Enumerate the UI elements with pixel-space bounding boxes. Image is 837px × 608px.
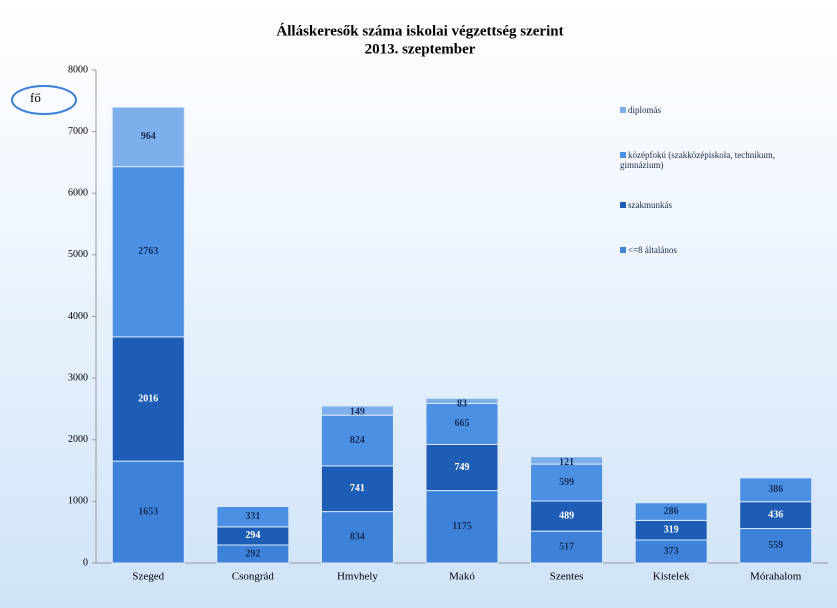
legend-label: középfokú (szakközépiskola, technikum, g… xyxy=(620,150,775,170)
y-tick-label: 8000 xyxy=(68,64,88,75)
y-tick-label: 7000 xyxy=(68,126,88,137)
bar-segment xyxy=(320,465,394,513)
y-axis-label: fő xyxy=(30,90,41,105)
legend-label: <=8 általános xyxy=(628,245,677,255)
data-label: 121 xyxy=(559,457,574,468)
data-label: 665 xyxy=(455,418,470,429)
y-label-ellipse xyxy=(11,85,77,115)
bar-segment xyxy=(111,166,185,338)
data-label: 2016 xyxy=(138,393,158,404)
data-label: 749 xyxy=(455,462,470,473)
chart-subtitle: 2013. szeptember xyxy=(365,41,476,57)
y-tick-label: 6000 xyxy=(68,188,88,199)
legend-entry: középfokú (szakközépiskola, technikum, g… xyxy=(620,150,820,170)
bar-segment xyxy=(320,414,394,467)
legend-entry: <=8 általános xyxy=(620,245,820,255)
data-label: 1175 xyxy=(452,521,471,532)
x-tick-label: Hmvhely xyxy=(337,571,378,583)
x-tick-label: Szeged xyxy=(132,571,164,583)
data-label: 373 xyxy=(664,546,679,557)
x-tick-label: Kistelek xyxy=(653,571,690,583)
bar-segment xyxy=(739,477,813,503)
legend-entry: szakmunkás xyxy=(620,200,820,210)
bar-segment xyxy=(425,490,499,564)
data-label: 294 xyxy=(245,530,260,541)
bar-segment xyxy=(111,106,185,168)
data-label: 964 xyxy=(141,131,156,142)
data-label: 1653 xyxy=(138,506,158,517)
bar-segment xyxy=(530,500,604,532)
data-label: 517 xyxy=(559,541,574,552)
data-label: 741 xyxy=(350,483,365,494)
bar-segment xyxy=(739,528,813,564)
data-label: 83 xyxy=(457,399,467,410)
bar-segment xyxy=(425,402,499,445)
bar-segment xyxy=(425,397,499,404)
bar-segment xyxy=(216,505,290,528)
chart-title: Álláskeresők száma iskolai végzettség sz… xyxy=(276,22,563,39)
bar-segment xyxy=(320,511,394,564)
x-tick-label: Csongrád xyxy=(232,571,275,583)
bar-segment xyxy=(111,336,185,462)
legend-swatch xyxy=(620,247,626,253)
legend-label: szakmunkás xyxy=(628,200,672,210)
data-label: 292 xyxy=(245,548,260,559)
y-tick-label: 3000 xyxy=(68,372,88,383)
data-label: 599 xyxy=(559,477,574,488)
data-label: 559 xyxy=(768,540,783,551)
data-label: 149 xyxy=(350,406,365,417)
data-label: 436 xyxy=(768,509,783,520)
legend-swatch xyxy=(620,107,626,113)
bar-segment xyxy=(530,463,604,502)
x-tick-label: Szentes xyxy=(550,571,584,583)
bar-segment xyxy=(320,405,394,416)
data-label: 319 xyxy=(664,524,679,535)
data-label: 386 xyxy=(768,484,783,495)
bar-segment xyxy=(634,502,708,521)
data-label: 331 xyxy=(245,511,260,522)
legend-label: diplomás xyxy=(628,105,661,115)
y-tick-label: 1000 xyxy=(68,496,88,507)
x-tick-label: Mórahalom xyxy=(750,571,802,583)
data-label: 2763 xyxy=(138,246,158,257)
x-tick-label: Makó xyxy=(449,571,475,583)
bar-segment xyxy=(739,501,813,530)
legend-swatch xyxy=(620,152,626,158)
y-tick-label: 4000 xyxy=(68,311,88,322)
y-tick-label: 0 xyxy=(83,557,88,568)
legend-entry: diplomás xyxy=(620,105,820,115)
bar-segment xyxy=(111,460,185,564)
y-tick-label: 2000 xyxy=(68,434,88,445)
bar-segment xyxy=(530,456,604,465)
data-label: 834 xyxy=(350,532,365,543)
data-label: 286 xyxy=(664,506,679,517)
bar-segment xyxy=(530,530,604,564)
y-tick-label: 5000 xyxy=(68,249,88,260)
data-label: 824 xyxy=(350,435,365,446)
data-label: 489 xyxy=(559,510,574,521)
legend-swatch xyxy=(620,202,626,208)
